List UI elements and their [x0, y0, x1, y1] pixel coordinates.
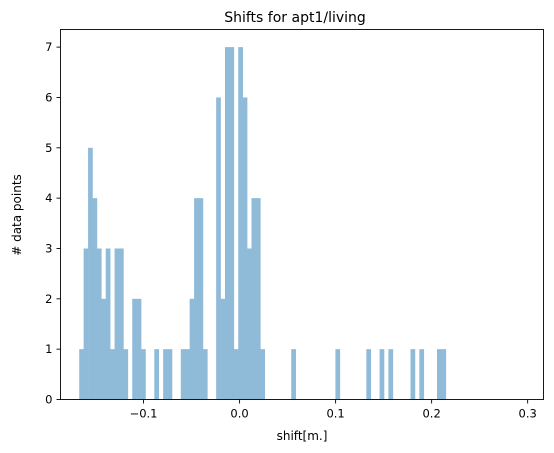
histogram-bar — [388, 349, 394, 400]
histogram-bar — [105, 248, 111, 400]
histogram-bar — [110, 349, 115, 400]
y-axis-ticks: 0 1 2 3 4 5 6 7 — [45, 40, 61, 407]
x-axis-ticks: −0.1 0.0 0.1 0.2 0.3 — [130, 399, 537, 421]
y-tick-label: 1 — [45, 342, 52, 356]
histogram-bar — [154, 349, 160, 400]
histogram-bar — [198, 198, 204, 400]
histogram-bar — [379, 349, 385, 400]
histogram-bar — [260, 349, 266, 400]
histogram-bar — [238, 47, 243, 400]
y-tick-label: 7 — [45, 40, 52, 54]
histogram-bar — [114, 248, 120, 400]
histogram-bar — [419, 349, 425, 400]
histogram-bar — [366, 349, 372, 400]
histogram-bar — [242, 97, 248, 400]
histogram-bar — [141, 349, 146, 400]
x-tick-label: 0.0 — [230, 407, 248, 421]
histogram-bar — [92, 198, 98, 400]
x-tick-label: 0.1 — [326, 407, 344, 421]
histogram-bar — [194, 198, 199, 400]
histogram-bar — [224, 47, 230, 400]
y-tick-label: 5 — [45, 141, 52, 155]
x-axis-title: shift[m.] — [277, 429, 328, 443]
histogram-bar — [216, 97, 221, 400]
histogram-bar — [136, 298, 142, 400]
histogram-bar — [123, 349, 129, 400]
x-tick-label: 0.2 — [422, 407, 440, 421]
histogram-bar — [118, 248, 124, 400]
histogram-bar — [83, 248, 89, 400]
histogram-bars — [79, 47, 447, 400]
histogram-bar — [96, 248, 102, 400]
y-tick-label: 3 — [45, 241, 52, 255]
histogram-bar — [88, 147, 93, 400]
histogram-bar — [185, 349, 190, 400]
histogram-bar — [229, 47, 235, 400]
histogram-bar — [410, 349, 416, 400]
histogram-bar — [167, 349, 173, 400]
y-tick-label: 2 — [45, 292, 52, 306]
histogram-bar — [101, 298, 107, 400]
histogram-bar — [247, 248, 252, 400]
plot-frame — [60, 29, 544, 400]
histogram-bar — [163, 349, 168, 400]
histogram-bar — [233, 349, 239, 400]
histogram-bar — [441, 349, 447, 400]
histogram-bar — [437, 349, 442, 400]
histogram-bar — [251, 198, 257, 400]
x-tick-label: 0.3 — [519, 407, 537, 421]
x-tick-label: −0.1 — [130, 407, 158, 421]
histogram-bar — [291, 349, 296, 400]
histogram-bar — [255, 198, 261, 400]
histogram-bar — [79, 349, 84, 400]
histogram-bar — [189, 298, 195, 400]
histogram-bar — [335, 349, 341, 400]
histogram-bar — [220, 298, 226, 400]
y-axis-title: # data points — [10, 174, 24, 256]
y-tick-label: 0 — [45, 393, 52, 407]
y-tick-label: 4 — [45, 191, 52, 205]
histogram-bar — [180, 349, 186, 400]
histogram-bar — [202, 349, 208, 400]
histogram-bar — [132, 298, 137, 400]
y-tick-label: 6 — [45, 90, 52, 104]
chart-title: Shifts for apt1/living — [224, 10, 366, 26]
